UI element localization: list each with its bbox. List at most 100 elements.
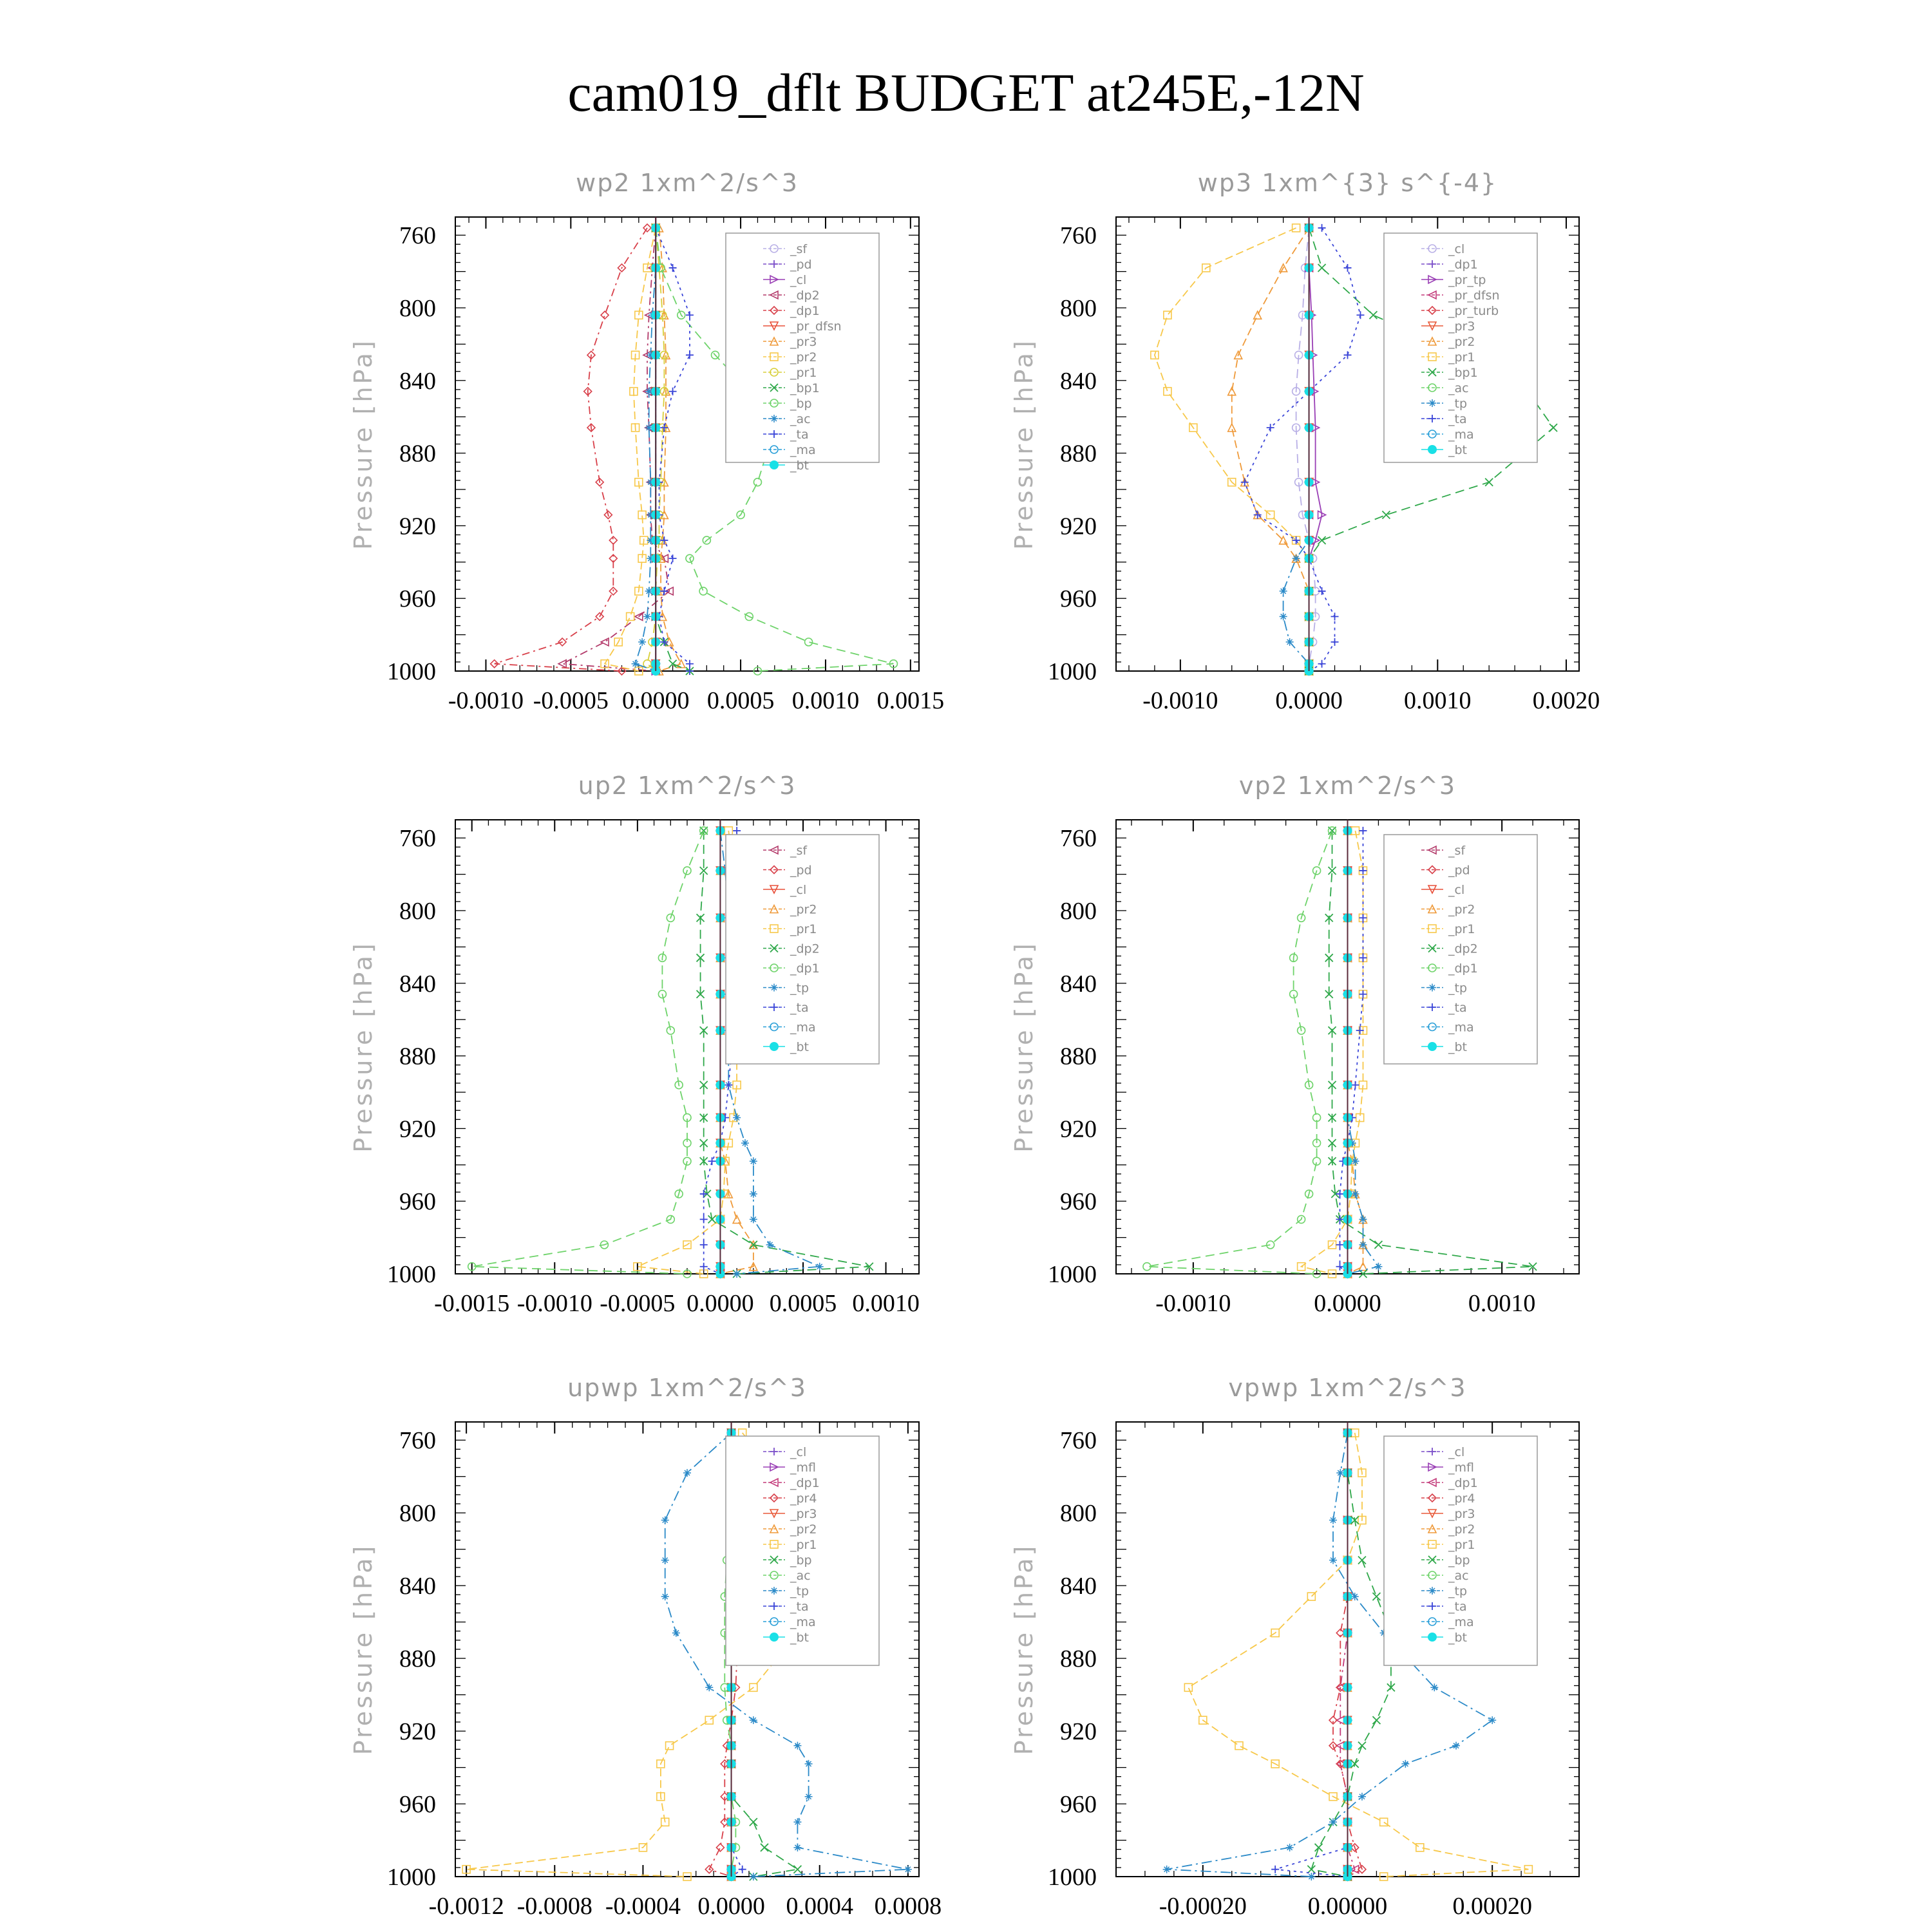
data-point (1271, 1759, 1280, 1768)
data-point (683, 1139, 692, 1148)
legend: _cl_mfl_dp1_pr4_pr3_pr2_pr1_bp_ac_tp_ta_… (1383, 1435, 1538, 1666)
data-point (1318, 223, 1326, 232)
series-tp (1279, 223, 1313, 675)
legend-marker (770, 244, 779, 253)
legend-marker (770, 1448, 778, 1455)
data-point (723, 1189, 734, 1198)
legend-box (1383, 232, 1538, 463)
data-point (804, 638, 813, 647)
y-tick-label: 760 (1060, 1427, 1097, 1454)
data-point (634, 587, 643, 596)
data-point (661, 1593, 669, 1601)
legend-marker (770, 445, 779, 454)
data-point (721, 866, 730, 875)
y-tick-label: 760 (399, 1427, 436, 1454)
data-point (705, 1683, 714, 1692)
x-tick-label: 0.00020 (1452, 1893, 1532, 1920)
data-point (1416, 1843, 1425, 1852)
data-point (793, 1818, 802, 1826)
legend-item: _pd (763, 864, 812, 878)
data-point (595, 612, 605, 621)
data-point (1356, 311, 1365, 319)
data-point (631, 659, 639, 668)
legend-marker (1428, 415, 1436, 422)
data-point (647, 478, 655, 486)
legend-item: _pr_dfsn (1421, 289, 1500, 303)
legend: _sf _pd _cl _pr2 _pr1 _dp2 _dp1 _tp _ta _ma _bt (725, 834, 880, 1065)
data-point (1240, 478, 1249, 486)
y-tick-label: 920 (1060, 1115, 1097, 1142)
legend-item: _pr4 (1421, 1492, 1475, 1506)
data-point (793, 1865, 802, 1874)
legend-marker (770, 983, 778, 992)
y-tick-label: 920 (1060, 1718, 1097, 1745)
data-point (558, 637, 567, 647)
legend-label: _tp (790, 1584, 809, 1598)
x-tick-label: 0.0000 (687, 1290, 754, 1317)
data-point (707, 1215, 717, 1224)
legend-marker (769, 885, 779, 895)
legend-item: _ma (1421, 1021, 1474, 1035)
legend-marker (770, 460, 779, 469)
legend-label: _ma (1448, 1021, 1474, 1035)
data-point (1292, 554, 1300, 563)
legend-marker (770, 383, 779, 392)
legend-label: _cl (1448, 883, 1464, 897)
legend-marker (769, 321, 779, 331)
series-line (1295, 227, 1316, 671)
legend-marker (770, 415, 778, 422)
data-point (1357, 1864, 1367, 1874)
panel-1: wp2 1xm^2/s^3 Pressure [hPa] -0.0010 -0.000… (349, 169, 944, 714)
data-point (904, 1865, 912, 1873)
data-point (685, 311, 694, 319)
data-point (705, 1864, 714, 1874)
data-point (1189, 423, 1198, 432)
data-point (753, 477, 762, 487)
legend: _sf_pd_cl_dp2_dp1_pr_dfsn_pr3_pr2_pr1_bp… (725, 232, 880, 473)
legend-item: _cl (1421, 883, 1464, 897)
legend-item: _cl (763, 273, 806, 287)
data-point (660, 424, 668, 432)
x-tick-label: -0.0005 (533, 687, 609, 714)
data-point (1312, 866, 1321, 875)
series-ta (1271, 1428, 1352, 1880)
x-tick-label: -0.0015 (434, 1290, 509, 1317)
data-point (1163, 310, 1172, 320)
x-tick-label: 0.0010 (852, 1290, 920, 1317)
legend-label: _sf (790, 242, 808, 256)
data-point (749, 1189, 757, 1198)
data-point (1317, 510, 1327, 520)
y-tick-label: 920 (1060, 513, 1097, 540)
x-tick-label: -0.00020 (1159, 1893, 1247, 1920)
y-tick-label: 800 (399, 1500, 436, 1527)
data-point (634, 667, 643, 676)
series-line (1231, 227, 1310, 671)
legend-label: _dp1 (790, 961, 820, 976)
data-point (1318, 659, 1326, 668)
x-tick-label: 0.0000 (1275, 687, 1343, 714)
data-point (557, 659, 567, 669)
legend-label: _dp1 (1448, 258, 1478, 272)
data-point (1163, 386, 1172, 396)
x-tick-label: -0.0010 (517, 1290, 592, 1317)
legend-label: _ta (790, 1001, 809, 1015)
x-tick-label: -0.0010 (1142, 687, 1218, 714)
data-point (1351, 1081, 1359, 1089)
legend-item: _bp (1421, 1553, 1470, 1567)
x-tick-label: 0.0000 (1314, 1290, 1381, 1317)
legend-marker (769, 290, 779, 300)
data-point (617, 666, 627, 676)
legend-label: _pd (1448, 864, 1470, 878)
data-point (1336, 1189, 1344, 1198)
legend-label: _ma (790, 1021, 816, 1035)
legend-label: _ac (1448, 381, 1469, 395)
data-point (1296, 1262, 1306, 1271)
data-point (1327, 866, 1337, 875)
legend-item: _cl (1421, 242, 1464, 256)
legend-item: _ta (763, 1001, 809, 1015)
series-line (1244, 227, 1361, 672)
legend-label: _ta (790, 1600, 809, 1614)
legend-marker (1428, 1022, 1437, 1032)
data-point (753, 667, 762, 676)
data-point (583, 386, 592, 396)
